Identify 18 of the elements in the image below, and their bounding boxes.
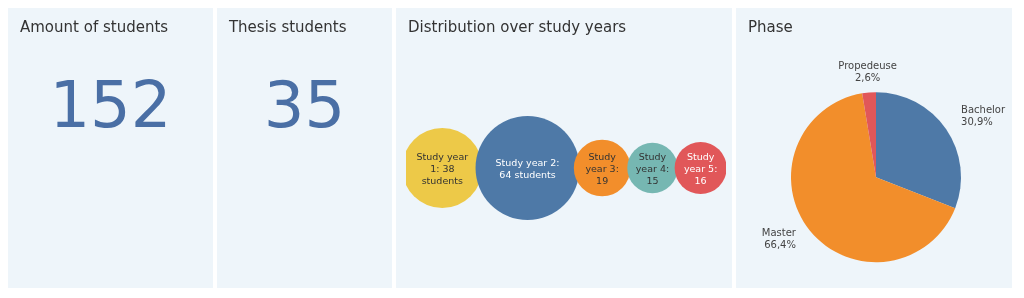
text: Amount of students [19,17,170,38]
data-label: Study year 4: 15 [635,150,670,186]
slice-label: Master [761,227,797,239]
data-label: Study year 2: 64 students [495,156,560,180]
text: Distribution over study years [407,17,628,38]
data-label: Study year 5: 16 [683,150,718,186]
data-label: 66,4% [764,239,796,251]
chart-title: Phase [747,17,794,38]
data-label: 2,6% [854,71,881,83]
text: 35 [263,68,346,142]
slice-label: Propedeuse [838,59,897,71]
text: 152 [49,68,172,142]
text: Thesis students [227,17,348,38]
data-label: Study year 1: 38 students [416,150,469,186]
slice-label: Bachelor [961,104,1006,116]
pie-slice [876,92,961,209]
data-label: Study year 3: 19 [585,150,619,186]
data-label: 30,9% [961,116,993,128]
